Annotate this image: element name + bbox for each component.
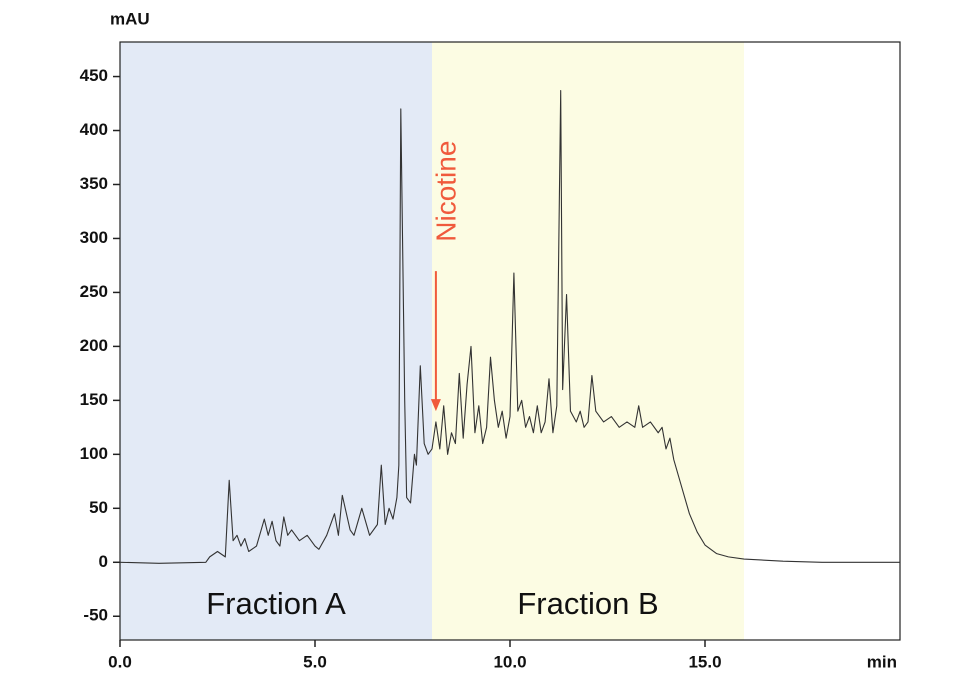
- fraction-label: Fraction B: [517, 586, 658, 621]
- x-tick-label: 0.0: [108, 652, 132, 671]
- y-tick-label: 150: [80, 390, 108, 409]
- y-tick-label: 0: [99, 552, 108, 571]
- fraction-region: [432, 42, 744, 640]
- y-tick-label: 100: [80, 444, 108, 463]
- y-tick-label: 450: [80, 66, 108, 85]
- fraction-region: [120, 42, 432, 640]
- annotation-arrowhead: [430, 399, 441, 412]
- y-tick-label: -50: [83, 606, 108, 625]
- fraction-label: Fraction A: [206, 586, 346, 621]
- chromatogram-trace: [119, 90, 900, 564]
- y-tick-label: 400: [80, 120, 108, 139]
- y-tick-label: 300: [80, 228, 108, 247]
- x-tick-label: 10.0: [493, 652, 526, 671]
- y-axis-label: mAU: [110, 9, 150, 28]
- y-tick-label: 350: [80, 174, 108, 193]
- x-tick-label: 5.0: [303, 652, 327, 671]
- x-tick-label: 15.0: [688, 652, 721, 671]
- y-tick-label: 250: [80, 282, 108, 301]
- y-tick-label: 50: [89, 498, 108, 517]
- x-axis-label: min: [867, 652, 897, 671]
- y-tick-label: 200: [80, 336, 108, 355]
- annotation-label: Nicotine: [430, 141, 461, 242]
